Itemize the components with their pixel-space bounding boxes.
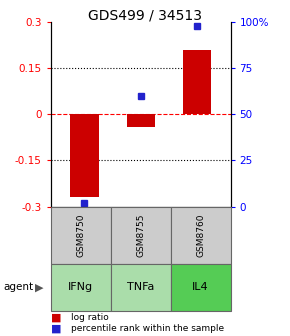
Bar: [183, 49, 211, 114]
Bar: [111, 264, 171, 311]
Bar: [51, 207, 111, 264]
Text: GDS499 / 34513: GDS499 / 34513: [88, 8, 202, 23]
Bar: [171, 264, 231, 311]
Bar: [51, 264, 111, 311]
Bar: [127, 114, 155, 127]
Text: ■: ■: [51, 312, 61, 323]
Text: TNFa: TNFa: [127, 282, 154, 292]
Text: percentile rank within the sample: percentile rank within the sample: [71, 324, 224, 333]
Text: agent: agent: [3, 282, 33, 292]
Bar: [70, 114, 99, 198]
Text: log ratio: log ratio: [71, 313, 109, 322]
Text: IL4: IL4: [192, 282, 209, 292]
Text: ▶: ▶: [35, 282, 44, 292]
Bar: [171, 207, 231, 264]
Text: GSM8755: GSM8755: [136, 213, 145, 257]
Text: ■: ■: [51, 324, 61, 334]
Text: GSM8760: GSM8760: [196, 213, 205, 257]
Bar: [111, 207, 171, 264]
Text: GSM8750: GSM8750: [76, 213, 85, 257]
Text: IFNg: IFNg: [68, 282, 93, 292]
